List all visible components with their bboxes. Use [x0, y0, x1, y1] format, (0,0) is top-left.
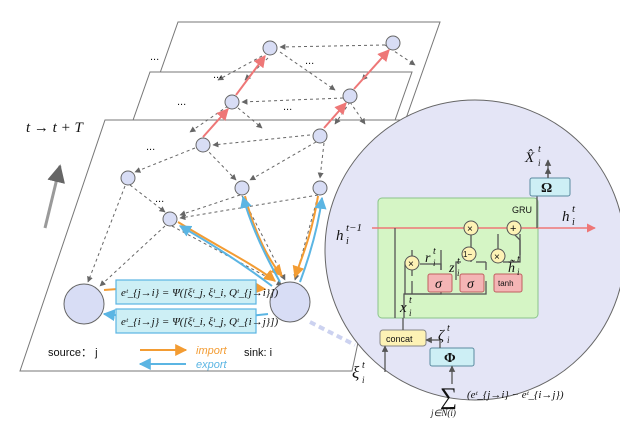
ellipsis-label: ... — [150, 51, 159, 63]
h-prev-sub: i — [346, 236, 349, 247]
multiply-op-icon — [490, 248, 506, 264]
add-op-symbol: + — [510, 223, 516, 235]
graph-node — [162, 211, 178, 227]
h-tilde-label: h̃ — [508, 259, 515, 276]
tanh-gate — [493, 273, 523, 293]
h-prev-label: h — [336, 228, 344, 244]
multiply-op-icon — [404, 255, 420, 271]
legend-export-label: export — [196, 359, 228, 371]
zeta-label: ζ — [438, 328, 445, 344]
r-sup: t — [433, 246, 436, 257]
sink-label: sink: i — [244, 347, 272, 359]
graph-node — [262, 40, 278, 56]
gru-title: GRU — [512, 205, 532, 215]
import-equation: eᵗ_{j→i} = Ψ([ξᵗ_j, ξᵗ_i, Qᵗ_{j→i}]) — [121, 287, 278, 299]
ellipsis-label: ... — [177, 96, 186, 108]
h-prev-sup: t−1 — [346, 222, 362, 234]
import-equation-box — [115, 279, 257, 305]
sum-under: j∈N(i) — [430, 408, 456, 418]
tanh-label: tanh — [498, 279, 514, 288]
graph-node — [342, 88, 358, 104]
graph-node — [120, 170, 136, 186]
h-out-sup: t — [572, 203, 576, 215]
source-node — [63, 283, 105, 325]
x-label: x — [399, 300, 407, 316]
sink-node — [269, 281, 311, 323]
time-arrow — [43, 164, 65, 229]
update-gate-sigma — [459, 273, 485, 293]
multiply-op-symbol: × — [467, 224, 473, 235]
r-label: r — [425, 251, 431, 266]
ellipsis-label: ... — [155, 193, 164, 205]
sigma-symbol: σ — [435, 277, 443, 292]
zoom-connector — [309, 320, 356, 347]
z-sup: t — [457, 256, 460, 267]
z-label: z — [448, 261, 455, 276]
graph-node — [234, 180, 250, 196]
multiply-op-symbol: × — [408, 259, 414, 270]
ellipsis-label: ... — [283, 101, 292, 113]
sum-expression: (eᵗ_{j→i} − eᵗ_{i→j}) — [467, 389, 564, 401]
graph-node — [195, 137, 211, 153]
zeta-sub: i — [447, 335, 450, 345]
graph-node — [312, 128, 328, 144]
reset-gate-sigma — [427, 273, 453, 293]
one-minus-op-symbol: 1− — [463, 250, 472, 259]
phi-symbol: Φ — [444, 351, 456, 366]
export-equation: eᵗ_{i→j} = Ψ([ξᵗ_i, ξᵗ_j, Qᵗ_{i→j}]) — [121, 316, 278, 328]
graph-node — [224, 94, 240, 110]
h-tilde-sup: t — [517, 254, 520, 265]
front-plane-graph: ... ... eᵗ_{j→i} = Ψ([ξᵗ_j, ξᵗ_i, Qᵗ_{j→… — [48, 128, 328, 371]
omega-symbol: Ω — [541, 181, 552, 196]
omega-block — [529, 177, 571, 197]
ellipsis-label: ... — [213, 69, 222, 81]
legend-import-label: import — [196, 345, 228, 357]
h-tilde-sub: i — [517, 267, 520, 277]
x-hat-label: X̂ — [524, 150, 535, 166]
add-op-icon — [506, 220, 522, 236]
graph-node — [312, 180, 328, 196]
xi-sub: i — [362, 375, 365, 385]
export-equation-box — [115, 308, 257, 334]
sigma-symbol: σ — [467, 277, 475, 292]
ellipsis-label: ... — [146, 141, 155, 153]
x-hat-sub: i — [538, 158, 541, 168]
ellipsis-label: ... — [305, 55, 314, 67]
x-hat-sup: t — [538, 144, 541, 155]
h-out-sub: i — [572, 217, 575, 228]
temporal-links — [202, 49, 390, 138]
multiply-op-symbol: × — [494, 252, 500, 263]
zeta-sup: t — [447, 323, 450, 334]
x-sub: i — [409, 308, 412, 318]
concat-label: concat — [386, 334, 413, 344]
xi-label: ξ — [352, 363, 360, 382]
sum-symbol: ∑ — [440, 384, 457, 410]
time-label: t → t + T — [26, 120, 84, 136]
graph-node — [385, 35, 401, 51]
z-sub: i — [457, 268, 460, 278]
one-minus-op-icon — [461, 246, 477, 262]
r-sub: i — [433, 258, 436, 268]
source-label: source： j — [48, 347, 98, 359]
xi-sup: t — [362, 360, 365, 371]
x-sup: t — [409, 295, 412, 306]
h-out-label: h — [562, 209, 570, 225]
multiply-op-icon — [463, 220, 479, 236]
